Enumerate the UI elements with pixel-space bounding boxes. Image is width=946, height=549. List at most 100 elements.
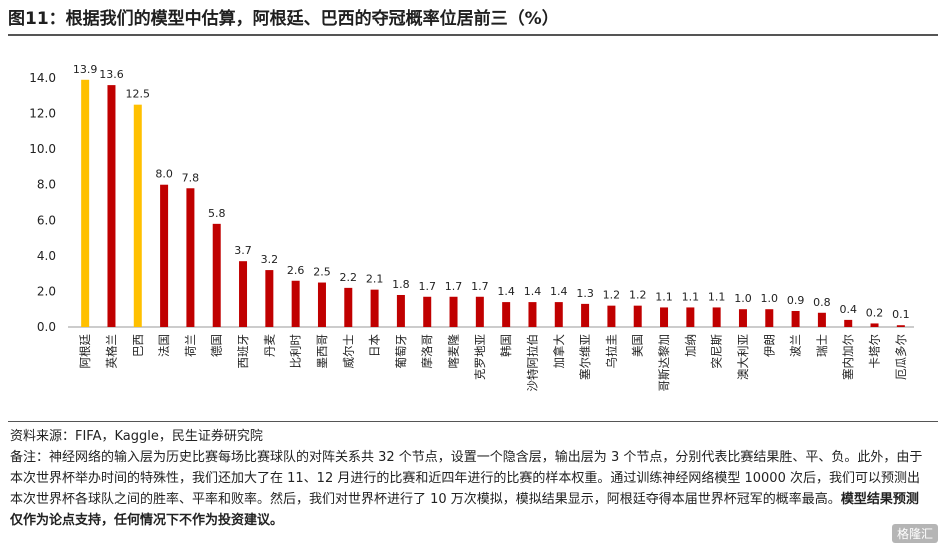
bar xyxy=(712,307,721,327)
x-category-label: 喀麦隆 xyxy=(447,334,461,369)
bar xyxy=(396,294,405,327)
bar xyxy=(686,307,695,327)
x-category-label: 威尔士 xyxy=(341,334,355,369)
bar-value-label: 1.4 xyxy=(550,285,568,298)
x-category-label: 沙特阿拉伯 xyxy=(525,334,539,392)
bar xyxy=(896,325,905,327)
x-category-label: 法国 xyxy=(157,334,171,357)
bar-value-label: 1.1 xyxy=(708,290,726,303)
y-tick-label: 0.0 xyxy=(37,320,56,334)
bar xyxy=(212,223,221,327)
x-category-label: 哥斯达黎加 xyxy=(657,334,671,392)
x-category-label: 波兰 xyxy=(789,334,803,357)
bar xyxy=(765,309,774,327)
chart-title: 图11：根据我们的模型中估算，阿根廷、巴西的夺冠概率位居前三（%） xyxy=(8,9,559,29)
x-category-label: 加拿大 xyxy=(552,334,566,369)
x-category-label: 阿根廷 xyxy=(78,334,92,369)
x-category-label: 葡萄牙 xyxy=(394,334,408,369)
bar-value-label: 0.8 xyxy=(813,296,831,309)
bar xyxy=(265,270,274,327)
bar xyxy=(581,303,590,327)
x-category-label: 加纳 xyxy=(683,334,697,357)
bar-value-label: 1.4 xyxy=(524,285,542,298)
bar xyxy=(370,289,379,327)
bar xyxy=(291,280,300,327)
x-category-label: 美国 xyxy=(631,334,645,357)
x-category-label: 瑞士 xyxy=(815,334,829,357)
bar xyxy=(239,261,248,327)
y-tick-label: 10.0 xyxy=(29,142,56,156)
bar-value-label: 1.7 xyxy=(471,280,489,293)
y-tick-label: 4.0 xyxy=(37,249,56,263)
bar-value-label: 1.8 xyxy=(392,278,410,291)
bar-value-label: 0.1 xyxy=(892,308,910,321)
bar xyxy=(528,302,537,327)
y-tick-label: 14.0 xyxy=(29,71,56,85)
bar xyxy=(633,305,642,327)
bar xyxy=(133,104,142,327)
x-category-label: 西班牙 xyxy=(236,334,250,369)
x-category-label: 澳大利亚 xyxy=(736,334,750,380)
bar xyxy=(870,323,879,327)
x-category-label: 厄瓜多尔 xyxy=(894,334,908,380)
bar-value-label: 1.3 xyxy=(576,287,594,300)
x-category-label: 克罗地亚 xyxy=(473,334,487,380)
bar-value-label: 2.2 xyxy=(340,271,358,284)
bar-value-label: 1.1 xyxy=(655,290,673,303)
y-tick-label: 2.0 xyxy=(37,284,56,298)
x-category-label: 荷兰 xyxy=(183,334,197,357)
bar xyxy=(423,296,432,327)
y-tick-label: 8.0 xyxy=(37,178,56,192)
bar xyxy=(502,302,511,327)
x-category-label: 塞内加尔 xyxy=(841,334,855,380)
bar-value-label: 0.2 xyxy=(866,306,884,319)
bar xyxy=(738,309,747,327)
x-category-label: 卡塔尔 xyxy=(868,334,882,369)
x-category-label: 伊朗 xyxy=(762,334,776,357)
bar-value-label: 1.7 xyxy=(418,280,436,293)
bar xyxy=(607,305,616,327)
bar-value-label: 7.8 xyxy=(182,171,200,184)
x-category-label: 比利时 xyxy=(289,334,303,369)
x-category-label: 墨西哥 xyxy=(315,334,329,369)
title-divider xyxy=(8,34,938,36)
bar-value-label: 8.0 xyxy=(155,168,173,181)
bar-value-label: 1.4 xyxy=(497,285,515,298)
bar xyxy=(844,319,853,327)
bar xyxy=(449,296,458,327)
bar-value-label: 2.5 xyxy=(313,266,331,279)
bar xyxy=(317,282,326,327)
bar-chart: 0.0 2.0 4.0 6.0 8.0 10.0 12.0 14.0 13.9 阿根廷 13.6 英格… xyxy=(29,63,914,392)
watermark-logo: 格隆汇 xyxy=(891,524,938,543)
bar xyxy=(81,79,90,328)
note-disclaimer: 模型结果预测仅作为论点支持，任何情况下不作为投资建议。 xyxy=(10,492,919,528)
x-category-label: 英格兰 xyxy=(104,334,118,369)
bar-value-label: 13.6 xyxy=(99,68,124,81)
x-category-label: 塞尔维亚 xyxy=(578,334,592,380)
bar-value-label: 1.2 xyxy=(603,289,621,302)
bar xyxy=(107,85,116,327)
bar xyxy=(817,312,826,327)
bar-value-label: 12.5 xyxy=(126,88,151,101)
bar xyxy=(475,296,484,327)
bar xyxy=(791,310,800,327)
x-category-label: 巴西 xyxy=(131,334,145,357)
bar-value-label: 1.2 xyxy=(629,289,647,302)
bar-value-label: 0.4 xyxy=(839,303,857,316)
x-category-label: 日本 xyxy=(368,334,382,357)
bar-value-label: 1.0 xyxy=(734,292,752,305)
bar-value-label: 1.0 xyxy=(761,292,779,305)
chart-notes: 资料来源：FIFA，Kaggle，民生证券研究院 备注：神经网络的输入层为历史比… xyxy=(10,426,930,531)
x-category-label: 丹麦 xyxy=(262,334,276,357)
bar-value-label: 3.7 xyxy=(234,244,252,257)
bar-value-label: 2.1 xyxy=(366,273,384,286)
bar-value-label: 3.2 xyxy=(261,253,279,266)
y-tick-label: 12.0 xyxy=(29,107,56,121)
bar-value-label: 13.9 xyxy=(73,63,98,76)
bar-value-label: 1.1 xyxy=(682,290,700,303)
bar xyxy=(554,302,563,327)
bar xyxy=(186,188,195,327)
bar-value-label: 1.7 xyxy=(445,280,463,293)
x-category-label: 韩国 xyxy=(499,334,513,357)
x-category-label: 摩洛哥 xyxy=(420,334,434,369)
